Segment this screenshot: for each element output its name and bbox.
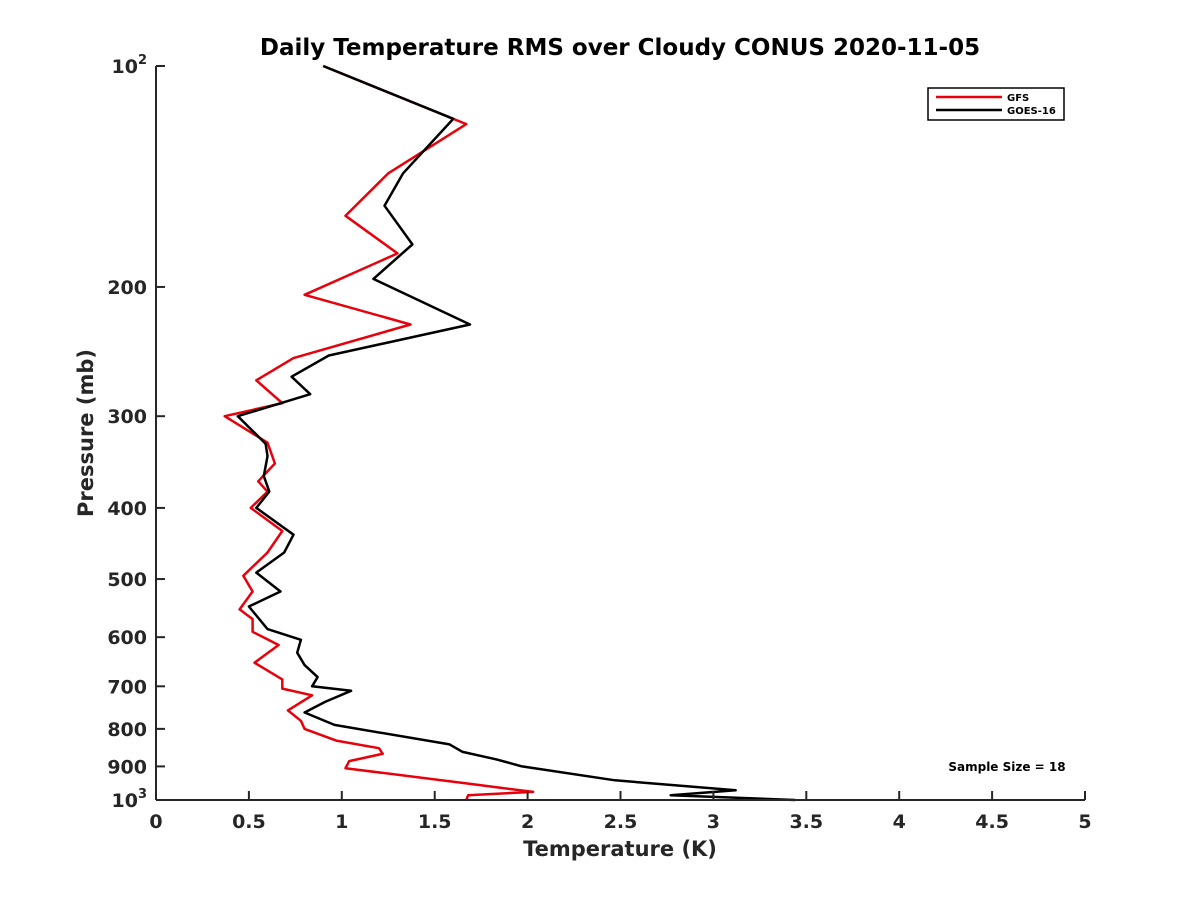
- y-tick-label: 400: [107, 498, 147, 520]
- x-ticks: 0 0.5 1 1.5 2 2.5 3 3.5 4 4.5 5: [149, 791, 1092, 833]
- y-tick-label: 300: [107, 406, 147, 428]
- x-tick-label: 3.5: [789, 811, 823, 833]
- chart-title: Daily Temperature RMS over Cloudy CONUS …: [260, 35, 980, 61]
- x-tick-label: 2: [521, 811, 534, 833]
- y-tick-label: 103: [112, 787, 148, 812]
- x-tick-label: 4.5: [975, 811, 1009, 833]
- x-tick-label: 0: [149, 811, 162, 833]
- y-tick-label: 600: [107, 627, 147, 649]
- series-layer: [223, 64, 796, 802]
- x-axis-label: Temperature (K): [523, 837, 717, 861]
- legend-label-gfs: GFS: [1007, 93, 1029, 104]
- series-line-gfs: [223, 64, 535, 801]
- x-tick-label: 1.5: [418, 811, 452, 833]
- x-tick-label: 2.5: [604, 811, 638, 833]
- y-tick-label: 900: [107, 756, 147, 778]
- legend-box: [927, 87, 1065, 121]
- legend: GFS GOES-16: [927, 87, 1065, 121]
- y-tick-label: 800: [107, 719, 147, 741]
- x-tick-label: 0.5: [232, 811, 266, 833]
- sample-size-annotation: Sample Size = 18: [948, 760, 1065, 774]
- legend-label-goes16: GOES-16: [1007, 106, 1056, 117]
- series-line-goes16: [236, 64, 796, 802]
- y-tick-label: 700: [107, 676, 147, 698]
- y-axis-label: Pressure (mb): [74, 349, 98, 517]
- x-tick-label: 4: [893, 811, 906, 833]
- x-tick-label: 5: [1078, 811, 1091, 833]
- y-tick-label: 200: [107, 277, 147, 299]
- x-tick-label: 3: [707, 811, 720, 833]
- x-tick-label: 1: [335, 811, 348, 833]
- y-tick-label: 102: [112, 53, 148, 78]
- y-tick-label: 500: [107, 569, 147, 591]
- y-ticks: 102 200 300 400 500 600 700 800 900 103: [107, 53, 165, 812]
